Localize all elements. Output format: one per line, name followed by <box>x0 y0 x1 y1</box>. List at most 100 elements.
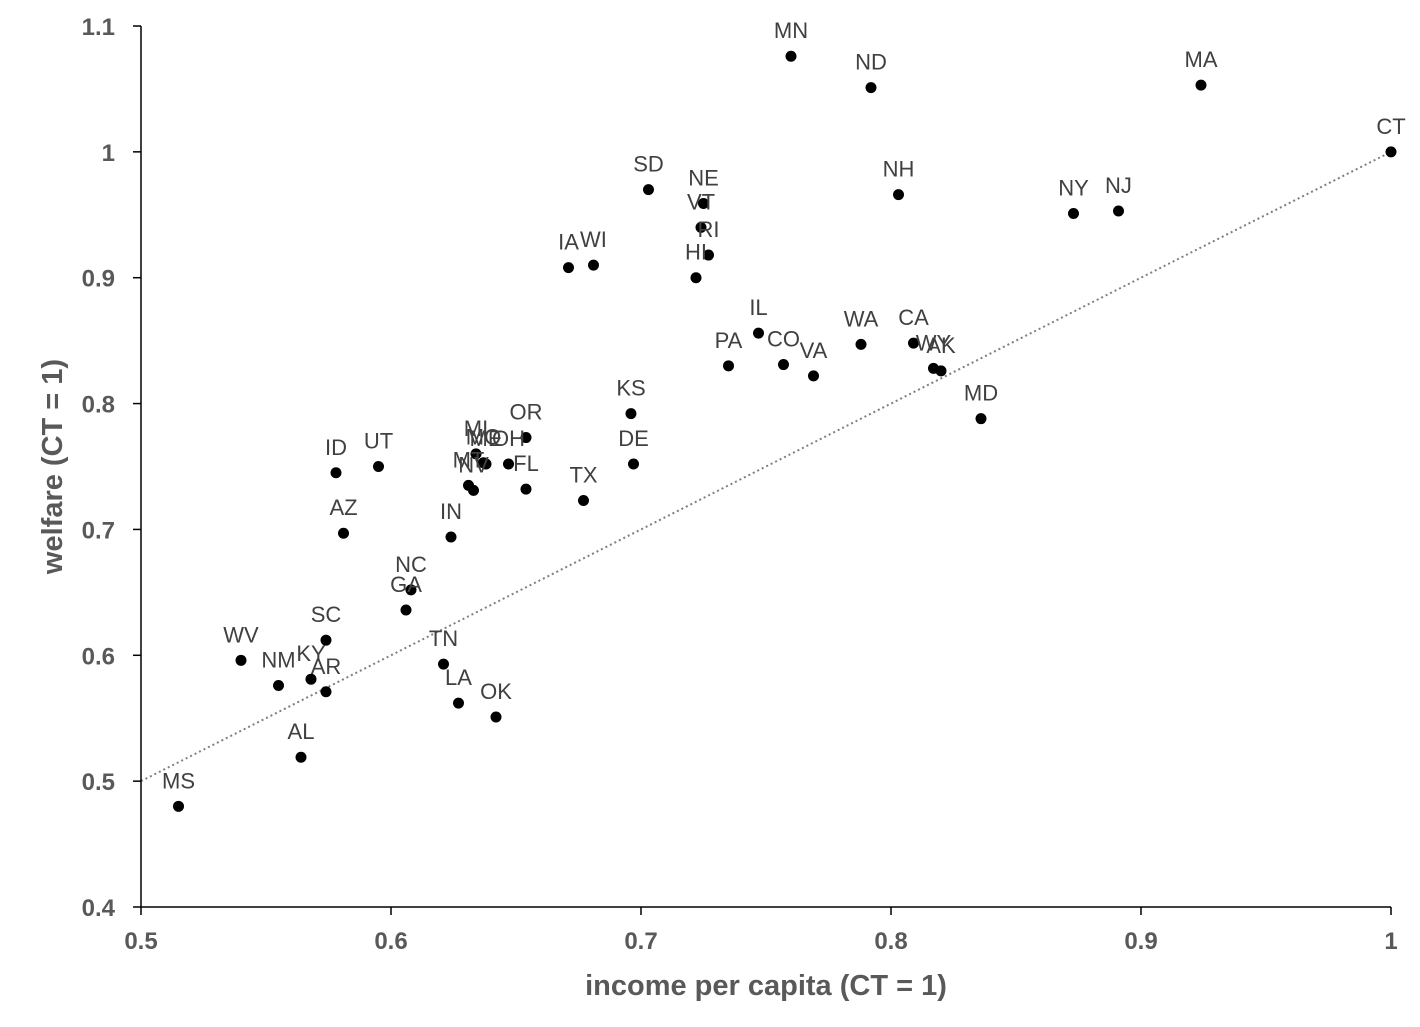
data-point-hi <box>690 272 702 284</box>
x-tick-label: 0.8 <box>874 928 907 955</box>
y-tick-layer: 0.4 0.5 0.6 0.7 0.8 0.9 1 1.1 <box>82 14 141 922</box>
data-label-nd: ND <box>855 50 887 75</box>
data-point-ga <box>400 604 412 616</box>
data-point-ct <box>1385 146 1397 158</box>
data-label-tn: TN <box>429 626 458 651</box>
y-tick-label: 0.8 <box>82 392 115 419</box>
data-label-ks: KS <box>616 376 645 401</box>
data-point-ia <box>563 262 574 274</box>
data-point-ms <box>173 800 184 812</box>
data-point-la <box>453 697 464 709</box>
data-point-pa <box>723 360 734 372</box>
data-label-ak: AK <box>926 333 956 358</box>
data-label-ny: NY <box>1058 176 1089 201</box>
y-tick-label: 1.1 <box>82 14 115 41</box>
data-point-ma <box>1195 79 1207 91</box>
y-tick-label: 0.6 <box>82 643 115 670</box>
data-label-md: MD <box>964 381 998 406</box>
data-point-nh <box>893 189 904 201</box>
data-point-nm <box>273 679 284 691</box>
data-label-in: IN <box>440 499 462 524</box>
y-tick-label: 0.7 <box>82 517 115 544</box>
data-point-al <box>295 751 307 763</box>
data-point-ca <box>908 337 919 349</box>
data-point-tn <box>438 658 449 670</box>
data-point-ar <box>320 686 332 698</box>
data-point-ny <box>1068 208 1079 220</box>
data-label-la: LA <box>445 665 472 690</box>
data-label-ga: GA <box>390 572 422 597</box>
data-point-sd <box>643 184 654 196</box>
data-label-de: DE <box>618 426 649 451</box>
data-point-ks <box>625 408 637 420</box>
x-tick-label: 0.7 <box>624 928 657 955</box>
data-label-id: ID <box>325 435 347 460</box>
data-label-va: VA <box>800 338 828 363</box>
data-label-oh: OH <box>492 426 525 451</box>
x-tick-label: 0.6 <box>374 928 407 955</box>
x-tick-layer: 0.5 0.6 0.7 0.8 0.9 1 <box>124 907 1398 955</box>
data-label-ma: MA <box>1185 47 1218 72</box>
data-point-tx <box>578 494 589 506</box>
data-label-ut: UT <box>364 429 393 454</box>
data-point-md <box>975 413 987 425</box>
data-point-mn <box>785 50 797 62</box>
data-label-co: CO <box>767 327 800 352</box>
trendline-layer <box>140 150 1392 783</box>
data-point-az <box>338 527 349 539</box>
data-label-wi: WI <box>580 227 607 252</box>
data-label-ia: IA <box>558 230 579 255</box>
data-label-ok: OK <box>480 679 512 704</box>
data-label-ct: CT <box>1376 114 1405 139</box>
data-label-wa: WA <box>844 306 879 331</box>
data-label-fl: FL <box>513 451 539 476</box>
data-label-nv: NV <box>458 452 489 477</box>
data-point-fl <box>520 483 532 495</box>
x-tick-label: 0.9 <box>1124 928 1157 955</box>
data-label-sc: SC <box>311 602 342 627</box>
data-point-ak <box>935 365 947 377</box>
data-label-al: AL <box>288 719 315 744</box>
data-label-wy: WY <box>916 330 952 355</box>
y-axis-title: welfare (CT = 1) <box>37 359 69 575</box>
data-label-nm: NM <box>261 647 295 672</box>
data-point-or <box>520 432 532 444</box>
trendline <box>140 150 1392 783</box>
data-label-tx: TX <box>569 462 597 487</box>
data-label-mo: MO <box>466 425 501 450</box>
axes-layer <box>140 26 1391 908</box>
data-point-nc <box>405 584 417 596</box>
data-label-me: ME <box>470 426 503 451</box>
data-point-wv <box>235 654 247 666</box>
x-axis-title: income per capita (CT = 1) <box>585 970 947 1002</box>
data-label-nh: NH <box>883 157 915 182</box>
data-point-wi <box>588 259 599 271</box>
data-label-mi: MI <box>464 416 488 441</box>
data-label-vt: VT <box>687 189 715 214</box>
data-point-de <box>628 458 639 470</box>
data-point-sc <box>320 634 332 646</box>
data-label-il: IL <box>749 295 767 320</box>
data-label-nc: NC <box>395 552 427 577</box>
x-tick-label: 0.5 <box>124 928 157 955</box>
data-point-ky <box>305 673 317 685</box>
data-point-in <box>445 531 457 543</box>
data-point-nj <box>1113 205 1124 217</box>
data-label-sd: SD <box>633 152 664 177</box>
data-label-or: OR <box>510 400 543 425</box>
data-point-mo <box>478 457 489 469</box>
data-point-co <box>778 359 789 371</box>
data-point-wa <box>855 338 867 350</box>
x-tick-label: 1 <box>1384 928 1397 955</box>
data-label-mn: MN <box>774 18 808 43</box>
data-point-ne <box>698 197 709 209</box>
data-label-ms: MS <box>162 768 195 793</box>
data-point-il <box>753 327 764 339</box>
data-point-vt <box>695 221 707 233</box>
data-label-ar: AR <box>311 654 342 679</box>
data-point-ok <box>490 711 502 723</box>
data-point-id <box>330 467 342 479</box>
y-tick-label: 1 <box>102 140 115 167</box>
data-point-nd <box>865 82 877 94</box>
